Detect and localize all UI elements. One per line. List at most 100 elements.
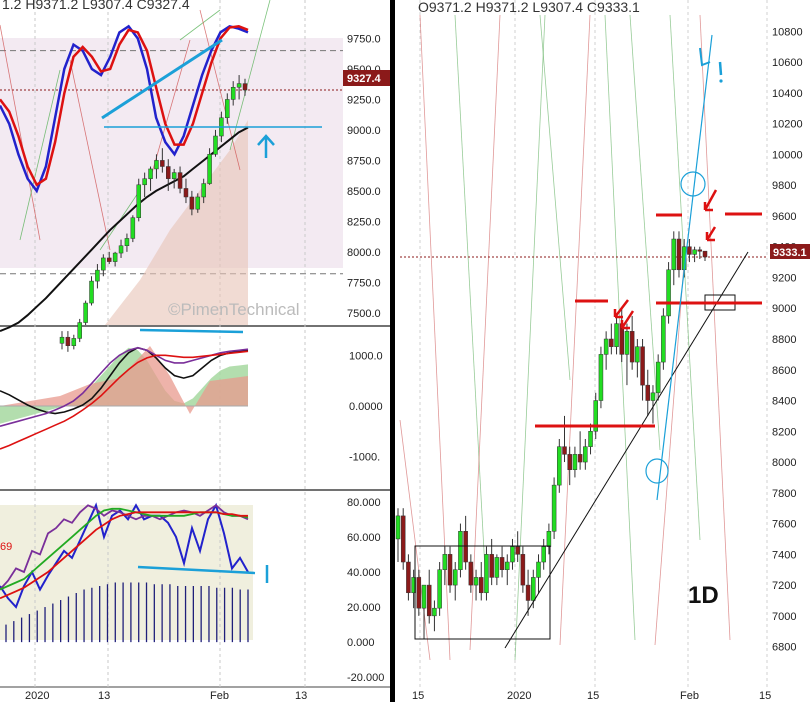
left-price-tick-label: 8250.0: [347, 216, 381, 228]
left-osc-tick-label: 20.000: [347, 602, 381, 614]
left-price-tick-label: 9250.0: [347, 94, 381, 106]
left-osc-tick-label: 0.000: [347, 637, 375, 649]
left-price-candle: [160, 160, 165, 167]
left-x-axis: 2020 13 Feb 13: [25, 690, 307, 702]
consolidation-box: [414, 545, 551, 640]
right-price-candle: [473, 577, 479, 586]
right-x-axis: 15 2020 15 Feb 15: [412, 690, 771, 702]
left-price-tick-label: 9750.0: [347, 33, 381, 45]
red-fast-line: [0, 25, 249, 187]
right-price-candle: [583, 446, 588, 463]
background-zigzag-line: [669, 14, 701, 541]
left-x-tick-label: 13: [295, 690, 307, 702]
right-price-candle: [692, 249, 697, 255]
right-price-candle: [494, 557, 500, 578]
right-price-candle: [458, 531, 463, 570]
right-price-tick-label: 9000: [772, 303, 796, 315]
cyan-mark-1: [699, 47, 711, 67]
right-price-candle: [468, 561, 474, 586]
right-price-candle: [702, 250, 708, 258]
right-price-candle: [489, 554, 494, 578]
cyan-momentum-line: [139, 328, 244, 334]
right-x-tick-label: 15: [412, 690, 424, 702]
left-last-price-tag: 9327.4: [347, 73, 382, 85]
left-price-candle: [130, 217, 136, 239]
right-price-candle: [666, 269, 671, 317]
support-trendline: [504, 251, 749, 649]
right-price-candle: [531, 577, 536, 601]
cyan-circle-low: [645, 458, 669, 484]
right-x-tick-label: Feb: [680, 690, 699, 702]
left-price-candle: [65, 336, 71, 346]
right-price-candle: [650, 392, 656, 401]
right-last-price-tag: 9333.1: [773, 247, 807, 259]
right-price-candle: [395, 515, 401, 540]
right-price-tick-label: 9800: [772, 180, 796, 192]
right-price-tick-label: 8600: [772, 365, 796, 377]
black-1-line: [0, 346, 249, 415]
zigzag-line: [179, 9, 221, 41]
left-momentum-plot: [0, 328, 249, 450]
right-price-candle: [697, 249, 703, 252]
right-price-candle: [629, 331, 635, 363]
right-price-tick-label: 8200: [772, 426, 796, 438]
right-price-tick-label: 7000: [772, 611, 796, 623]
right-price-tick-label: 8400: [772, 396, 796, 408]
left-x-tick-label: Feb: [210, 690, 229, 702]
cyan-osc-line: [137, 565, 256, 575]
background-zigzag-line: [514, 14, 546, 661]
right-price-candle: [520, 554, 526, 586]
right-price-candle: [676, 238, 682, 271]
right-price-candle: [411, 577, 416, 594]
right-price-tick-label: 7200: [772, 580, 796, 592]
right-price-candle: [614, 323, 619, 347]
right-price-candle: [655, 361, 661, 394]
left-momentum-tick-label: 1000.0: [349, 350, 383, 362]
zigzag-line: [199, 9, 241, 171]
background-zigzag-line: [654, 249, 686, 646]
right-price-axis: 1080010600104001020010000980096009400920…: [772, 26, 803, 653]
right-price-candle: [551, 484, 557, 532]
right-price-candle: [546, 531, 552, 547]
right-price-candle: [572, 454, 578, 470]
left-oscillator-plot: [0, 502, 269, 643]
right-price-candle: [577, 454, 583, 463]
left-momentum-tick-label: 0.0000: [349, 401, 383, 413]
left-price-candle: [201, 183, 206, 198]
right-last-price-tag-bg: [770, 244, 810, 259]
left-price-candle: [95, 269, 100, 282]
left-osc-tick-label: -20.000: [347, 672, 384, 684]
right-price-tick-label: 7400: [772, 549, 796, 561]
cyan-exclamation-bar: [718, 61, 723, 76]
right-price-candle: [598, 354, 604, 401]
background-zigzag-line: [629, 14, 661, 451]
left-momentum-axis: 1000.0 0.0000 -1000.: [349, 350, 383, 463]
left-price-candle: [236, 83, 242, 88]
background-zigzag-line: [469, 14, 501, 651]
osc-left-value-label: 69: [0, 541, 12, 553]
zigzag-line: [229, 0, 271, 151]
right-price-candle: [499, 557, 505, 570]
right-price-candle: [479, 577, 484, 594]
timeframe-label: 1D: [688, 582, 719, 609]
right-price-candle: [442, 554, 448, 570]
left-x-tick-label: 13: [98, 690, 110, 702]
red-arrow: [620, 310, 635, 330]
right-price-tick-label: 10000: [772, 149, 803, 161]
right-x-tick-label: 15: [587, 690, 599, 702]
right-price-candle: [687, 246, 692, 255]
left-price-plot: [0, 0, 343, 352]
cyan-trendline: [101, 38, 223, 120]
screen-divider: [390, 0, 395, 702]
right-price-tick-label: 9200: [772, 272, 796, 284]
left-price-tick-label: 7500.0: [347, 308, 381, 320]
right-price-tick-label: 7600: [772, 519, 796, 531]
right-price-candle: [557, 446, 562, 486]
left-price-candle: [195, 196, 201, 210]
left-price-candle: [213, 135, 218, 155]
right-price-candle: [515, 546, 520, 555]
right-price-candle: [541, 546, 546, 563]
zigzag-line: [69, 59, 111, 251]
left-price-tick-label: 8000.0: [347, 247, 381, 259]
left-price-candle: [71, 338, 77, 346]
